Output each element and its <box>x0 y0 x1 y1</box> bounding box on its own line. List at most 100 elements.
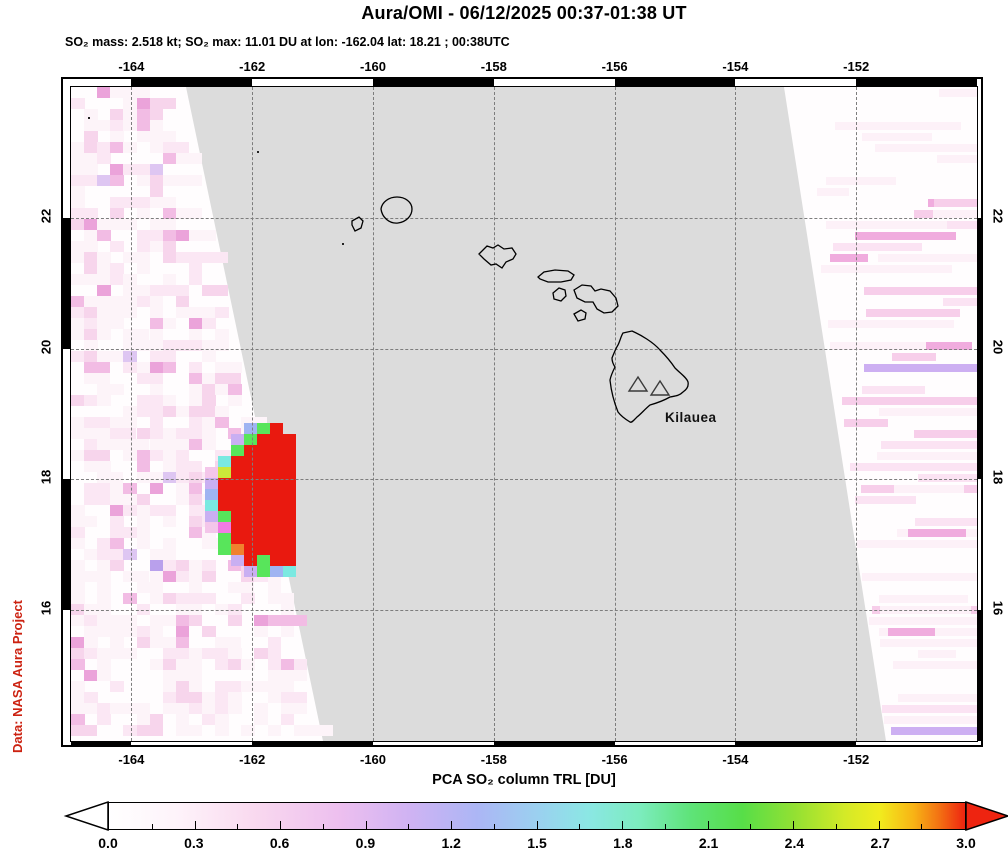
noise-band <box>878 595 968 603</box>
noise-cell <box>162 571 177 582</box>
noise-cell <box>84 329 98 340</box>
noise-cell <box>162 351 177 362</box>
noise-cell <box>228 362 242 373</box>
noise-cell <box>202 373 216 384</box>
noise-cell <box>149 549 164 560</box>
plume-cell <box>270 423 283 434</box>
noise-cell <box>84 230 98 241</box>
colorbar-tick <box>793 821 794 829</box>
noise-cell <box>215 417 229 428</box>
noise-band <box>893 661 977 669</box>
noise-cell <box>97 703 111 714</box>
noise-cell <box>162 395 177 406</box>
noise-cell <box>123 450 137 461</box>
noise-cell <box>110 120 124 131</box>
noise-cell <box>149 626 164 637</box>
border-stripe-segment <box>63 217 70 349</box>
noise-cell <box>202 384 216 395</box>
colorbar-tick-label: 1.2 <box>441 835 461 851</box>
noise-cell <box>71 164 85 175</box>
noise-band <box>855 496 917 504</box>
plume-cell <box>218 478 296 489</box>
noise-band <box>856 540 977 548</box>
noise-band <box>885 342 972 350</box>
noise-cell <box>228 703 242 714</box>
noise-cell <box>202 230 216 241</box>
noise-cell <box>175 153 202 164</box>
noise-cell <box>71 593 85 604</box>
noise-cell <box>267 659 281 670</box>
noise-cell <box>162 450 177 461</box>
noise-cell <box>149 109 164 120</box>
noise-cell <box>123 197 137 208</box>
volcano-marker-icon <box>649 379 671 396</box>
noise-cell <box>97 87 111 98</box>
noise-cell <box>71 395 85 406</box>
noise-band <box>864 364 977 372</box>
colorbar-tick-label: 0.9 <box>355 835 376 851</box>
noise-cell <box>97 538 124 549</box>
noise-cell <box>71 703 97 714</box>
colorbar-tick-label: 0.0 <box>98 835 118 851</box>
lon-tick-label-top: -162 <box>239 59 266 74</box>
gridline-latitude <box>71 217 977 219</box>
noise-cell <box>162 340 177 351</box>
noise-cell <box>188 263 203 274</box>
noise-cell <box>215 659 229 670</box>
colorbar-title: PCA SO₂ column TRL [DU] <box>432 772 616 788</box>
noise-cell <box>84 208 98 219</box>
island-outline-kauai <box>380 196 413 224</box>
page-title: Aura/OMI - 06/12/2025 00:37-01:38 UT <box>361 3 687 23</box>
noise-cell <box>162 538 177 549</box>
noise-cell <box>84 351 98 362</box>
plume-cell <box>231 522 296 533</box>
plume-cell <box>218 456 231 467</box>
noise-cell <box>110 703 124 714</box>
noise-cell <box>84 274 98 285</box>
noise-cell <box>149 318 164 329</box>
noise-cell <box>136 285 150 296</box>
noise-cell <box>97 571 111 582</box>
noise-cell <box>188 527 203 538</box>
noise-cell <box>71 692 97 703</box>
noise-cell <box>175 681 190 692</box>
noise-cell <box>175 494 190 505</box>
noise-band <box>862 386 926 394</box>
noise-band <box>825 177 896 185</box>
border-stripe-top <box>71 79 977 86</box>
noise-cell <box>110 549 124 560</box>
noise-cell <box>215 329 229 340</box>
noise-cell <box>175 637 190 648</box>
colorbar-tick <box>750 824 752 829</box>
noise-cell <box>149 714 164 725</box>
noise-cell <box>162 219 177 230</box>
noise-cell <box>110 681 124 692</box>
gridline-longitude <box>614 87 616 741</box>
plume-cell <box>205 522 218 533</box>
noise-cell <box>71 604 85 615</box>
noise-cell <box>149 307 164 318</box>
noise-cell <box>110 516 124 527</box>
lon-tick-label-top: -152 <box>843 59 870 74</box>
noise-cell <box>123 219 137 230</box>
noise-cell <box>123 505 137 516</box>
noise-cell <box>71 428 85 439</box>
border-stripe-segment <box>71 79 132 86</box>
lon-tick-label-top: -164 <box>118 59 145 74</box>
noise-cell <box>149 659 164 670</box>
noise-band <box>884 716 977 724</box>
noise-cell <box>110 560 124 571</box>
noise-cell <box>136 604 150 615</box>
noise-cell <box>162 197 177 208</box>
noise-cell <box>149 241 164 252</box>
noise-cell <box>293 692 308 703</box>
noise-cell <box>188 571 203 582</box>
colorbar-tick <box>664 824 666 829</box>
noise-band <box>830 254 869 262</box>
lon-tick-label-bottom: -154 <box>722 752 749 767</box>
noise-cell <box>123 626 137 637</box>
noise-cell <box>149 505 164 516</box>
noise-band <box>879 408 977 416</box>
noise-cell <box>123 615 137 626</box>
